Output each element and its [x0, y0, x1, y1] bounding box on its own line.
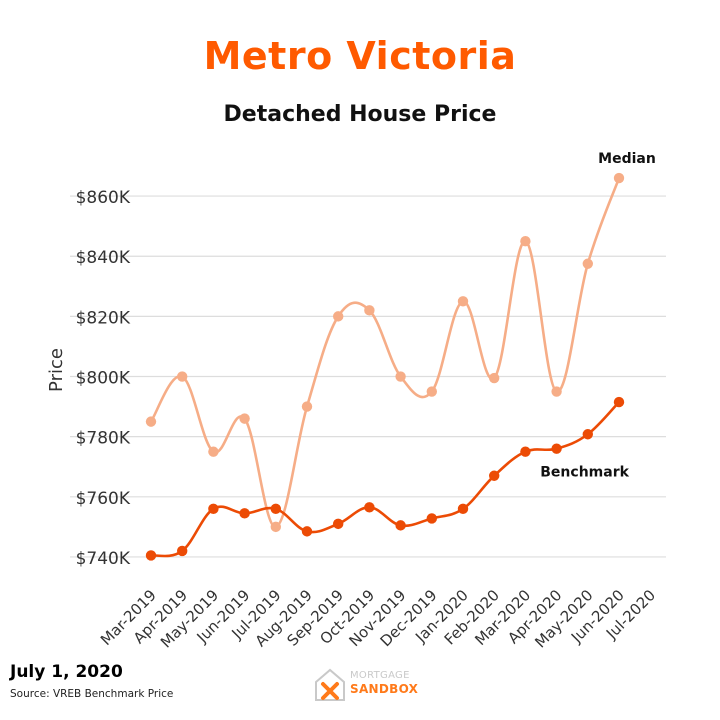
- data-point: [395, 520, 406, 531]
- chart-title: Metro Victoria: [203, 34, 517, 78]
- data-point: [551, 443, 562, 454]
- data-point: [177, 371, 188, 382]
- series-lines: [145, 172, 625, 561]
- data-point: [520, 446, 531, 457]
- series-label-benchmark: Benchmark: [540, 465, 629, 481]
- y-tick-label: $800K: [76, 369, 131, 389]
- data-point: [489, 372, 500, 384]
- chart-subtitle: Detached House Price: [223, 102, 497, 127]
- data-point: [270, 503, 281, 515]
- data-point: [208, 446, 219, 457]
- data-point: [364, 305, 375, 316]
- y-tick-label: $740K: [76, 549, 131, 569]
- series-line: [150, 401, 620, 558]
- series-median: [145, 172, 625, 533]
- mortgage-sandbox-logo: MORTGAGE SANDBOX: [312, 662, 422, 712]
- series-benchmark: [145, 396, 625, 561]
- data-point: [301, 526, 313, 537]
- source-note: Source: VREB Benchmark Price: [10, 688, 174, 700]
- data-point: [551, 386, 562, 397]
- data-point: [395, 371, 406, 382]
- data-point: [613, 172, 625, 184]
- data-point: [457, 503, 469, 515]
- y-tick-label: $840K: [76, 248, 131, 268]
- data-point: [426, 513, 437, 524]
- data-point: [270, 521, 281, 533]
- y-axis-tick-labels: $740K $760K $780K $800K $820K $840K $860K: [76, 188, 131, 569]
- data-point: [582, 258, 593, 269]
- data-point: [333, 311, 344, 322]
- data-point: [208, 503, 219, 515]
- line-chart: $740K $760K $780K $800K $820K $840K $860K Mar-…: [46, 151, 666, 651]
- series-labels: Median Benchmark: [540, 151, 656, 481]
- y-tick-label: $820K: [76, 308, 131, 328]
- logo-line1: MORTGAGE: [350, 670, 410, 681]
- data-point: [426, 386, 437, 397]
- data-point: [145, 550, 157, 561]
- data-point: [582, 429, 593, 440]
- data-point: [364, 502, 375, 513]
- y-tick-label: $760K: [76, 489, 131, 509]
- series-label-median: Median: [598, 151, 656, 167]
- data-point: [145, 416, 157, 427]
- house-cross-icon: [315, 668, 345, 701]
- data-point: [301, 401, 313, 412]
- data-point: [520, 235, 531, 247]
- y-axis-label: Price: [46, 348, 67, 392]
- data-point: [177, 545, 188, 557]
- data-point: [489, 470, 500, 481]
- report-date: July 1, 2020: [10, 662, 123, 682]
- y-tick-label: $780K: [76, 429, 131, 449]
- data-point: [239, 413, 250, 424]
- data-point: [457, 296, 469, 307]
- data-point: [333, 518, 344, 530]
- logo-line2: SANDBOX: [350, 682, 419, 696]
- y-tick-label: $860K: [76, 188, 131, 208]
- data-point: [613, 396, 625, 408]
- data-point: [239, 508, 250, 519]
- x-axis-tick-labels: Mar-2019Apr-2019May-2019Jun-2019Jul-2019…: [97, 586, 659, 651]
